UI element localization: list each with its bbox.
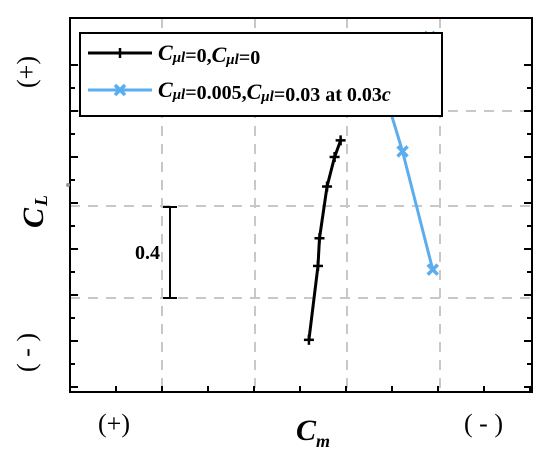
y-axis-title-main: C (17, 207, 50, 228)
x-axis-title-main: C (296, 414, 317, 447)
legend-label-1: Cμl=0.005,Cμl=0.03 at 0.03c (158, 77, 391, 106)
x-axis-title: C m (296, 414, 330, 451)
y-axis-title-sub: L (31, 195, 51, 207)
y-positive-label: (+) (12, 56, 41, 88)
y-axis-title: C L (17, 195, 51, 228)
scale-bar-label: 0.4 (135, 242, 160, 264)
legend-box (79, 32, 443, 117)
data-point-0-5 (335, 135, 346, 146)
data-point-0-0 (303, 334, 314, 345)
data-point-1-0 (426, 263, 439, 276)
axis-marker-dot (66, 183, 70, 187)
x-axis-title-sub: m (316, 431, 330, 451)
data-point-0-3 (322, 181, 333, 192)
y-negative-label: ( - ) (12, 333, 41, 372)
legend-label-0: Cμl=0,Cμl=0 (158, 40, 260, 69)
x-negative-label: ( - ) (464, 409, 503, 438)
legend: Cμl=0,Cμl=0 Cμl=0.005,Cμl=0.03 at 0.03c (79, 32, 443, 117)
legend-entry-1: Cμl=0.005,Cμl=0.03 at 0.03c (88, 77, 391, 106)
data-point-0-2 (314, 233, 325, 244)
data-point-1-1 (396, 145, 409, 158)
data-point-0-1 (312, 260, 323, 271)
legend-entry-0: Cμl=0,Cμl=0 (88, 40, 260, 69)
axis-ticks (70, 64, 532, 392)
x-positive-label: (+) (98, 409, 130, 438)
series-0 (303, 135, 346, 345)
series-line-0 (307, 138, 343, 342)
scale-bar: 0.4 (135, 206, 177, 299)
data-point-0-4 (329, 151, 340, 162)
